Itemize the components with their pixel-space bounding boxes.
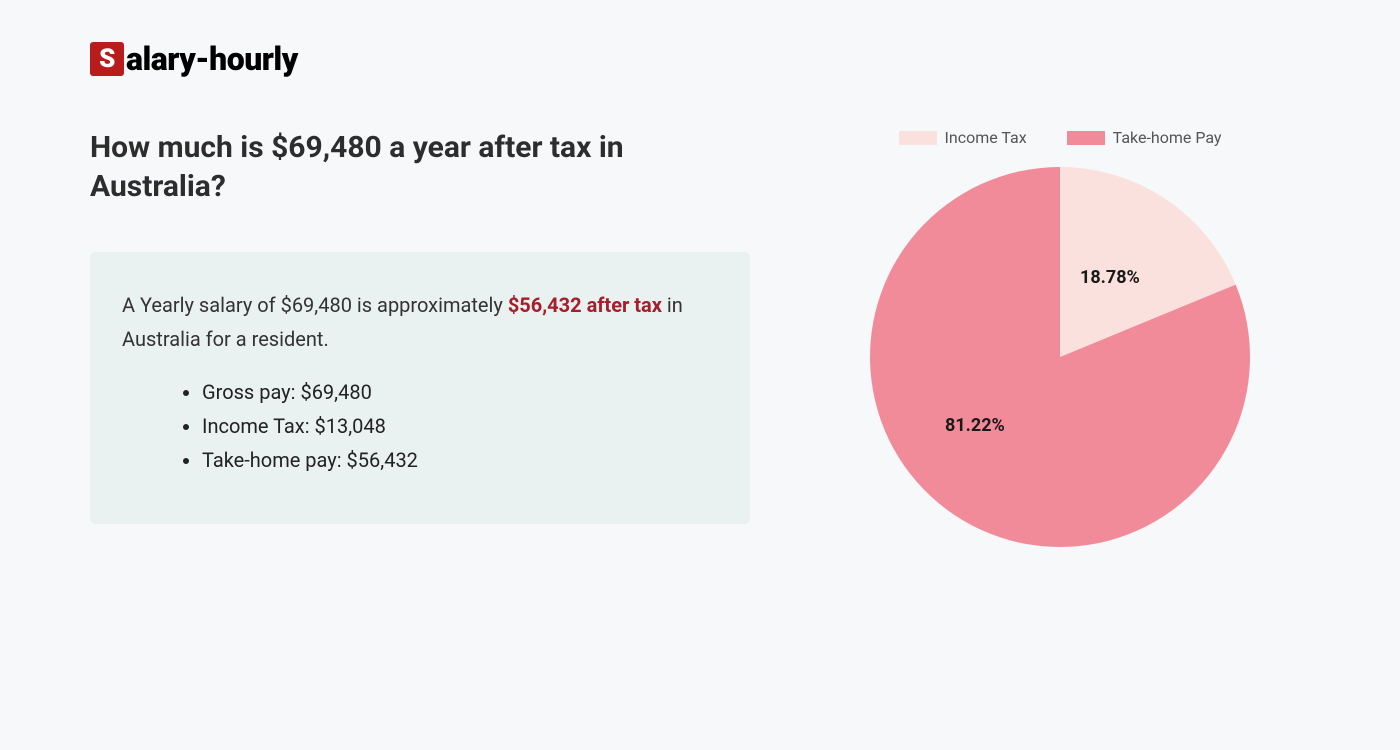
list-item: Gross pay: $69,480	[202, 380, 718, 404]
legend-label: Take-home Pay	[1113, 128, 1222, 147]
pie-chart: 18.78% 81.22%	[870, 167, 1250, 547]
summary-highlight: $56,432 after tax	[508, 293, 662, 317]
slice-label-take-home: 81.22%	[945, 415, 1005, 436]
legend-swatch	[1067, 131, 1105, 145]
legend-swatch	[899, 131, 937, 145]
site-logo: Salary-hourly	[90, 40, 1310, 78]
summary-prefix: A Yearly salary of $69,480 is approximat…	[122, 293, 508, 317]
left-column: How much is $69,480 a year after tax in …	[90, 128, 750, 524]
main-content: How much is $69,480 a year after tax in …	[90, 128, 1310, 547]
summary-box: A Yearly salary of $69,480 is approximat…	[90, 252, 750, 524]
legend-item-take-home: Take-home Pay	[1067, 128, 1222, 147]
legend-label: Income Tax	[945, 128, 1027, 147]
summary-text: A Yearly salary of $69,480 is approximat…	[122, 288, 718, 356]
list-item: Take-home pay: $56,432	[202, 448, 718, 472]
logo-text: alary-hourly	[126, 40, 298, 78]
slice-label-income-tax: 18.78%	[1080, 267, 1140, 288]
pie-svg	[870, 167, 1250, 547]
right-column: Income Tax Take-home Pay 18.78% 81.22%	[810, 128, 1310, 547]
logo-badge: S	[90, 42, 124, 76]
legend-item-income-tax: Income Tax	[899, 128, 1027, 147]
bullet-list: Gross pay: $69,480 Income Tax: $13,048 T…	[122, 380, 718, 472]
list-item: Income Tax: $13,048	[202, 414, 718, 438]
chart-legend: Income Tax Take-home Pay	[899, 128, 1222, 147]
page-title: How much is $69,480 a year after tax in …	[90, 128, 750, 206]
